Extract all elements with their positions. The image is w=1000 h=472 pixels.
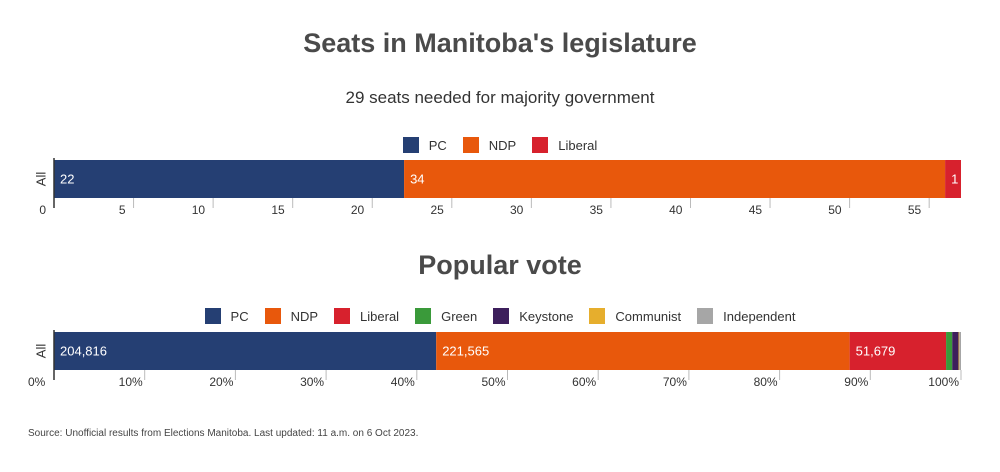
vote-legend-label: PC: [230, 308, 249, 324]
vote-legend-label: Keystone: [519, 308, 574, 324]
seats-chart-title: Seats in Manitoba's legislature: [303, 28, 697, 58]
seats-legend-item-ndp: NDP: [462, 137, 517, 153]
seats-tick-label: 15: [271, 203, 285, 217]
seats-legend: PC NDP Liberal: [0, 137, 1000, 153]
vote-bar-pc: [54, 332, 437, 370]
vote-tick-label: 30%: [300, 375, 324, 389]
vote-bar-liberal: [849, 332, 947, 370]
vote-legend-label: Liberal: [360, 308, 400, 324]
seats-tick-label: 40: [669, 203, 683, 217]
popular-vote-chart: All 204,816 221,565 51,679 0% 10% 20% 30% 40% 50%…: [28, 330, 962, 389]
vote-tick-label: 50%: [481, 375, 505, 389]
vote-legend-label: Green: [441, 308, 478, 324]
vote-category-label: All: [33, 344, 48, 359]
seats-chart: All 22 34 10 5 10 15 20 25 30 35 40 45 50 55: [33, 158, 961, 217]
vote-legend-swatch-liberal: [334, 308, 351, 324]
seats-tick-label: 55: [908, 203, 922, 217]
vote-legend-label: Independent: [723, 308, 796, 324]
vote-legend-item-green: Green: [415, 308, 477, 324]
vote-legend-swatch-pc: [204, 308, 221, 324]
vote-legend-item-keystone: Keystone: [493, 308, 573, 324]
vote-legend-item-communist: Communist: [589, 308, 681, 324]
seats-category-label: All: [33, 172, 48, 187]
seats-tick-label: 30: [510, 203, 524, 217]
seats-chart-subtitle: 29 seats needed for majority government: [345, 88, 655, 107]
popular-vote-legend: PC NDP Liberal Green Keystone Communist Indepe…: [0, 308, 1000, 324]
vote-tick-label: 80%: [754, 375, 778, 389]
vote-tick-label: 40%: [391, 375, 415, 389]
seats-tick-label: 45: [749, 203, 763, 217]
seats-legend-label: Liberal: [558, 137, 598, 153]
seats-tick-label: 0: [39, 203, 46, 217]
vote-legend-item-ndp: NDP: [264, 308, 319, 324]
seats-tick-label: 5: [119, 203, 126, 217]
vote-legend-swatch-ndp: [264, 308, 281, 324]
vote-legend-item-pc: PC: [204, 308, 249, 324]
vote-legend-swatch-independent: [697, 308, 714, 324]
seats-legend-item-liberal: Liberal: [532, 137, 597, 153]
source-note: Source: Unofficial results from Election…: [28, 428, 419, 439]
vote-tick-label: 70%: [663, 375, 687, 389]
vote-bar-communist: [958, 332, 960, 370]
vote-tick-label: 90%: [844, 375, 868, 389]
seats-tick-label: 20: [351, 203, 365, 217]
seats-legend-swatch-liberal: [532, 137, 549, 153]
seats-tick-label: 10: [192, 203, 206, 217]
seats-legend-label: NDP: [488, 137, 517, 153]
vote-bar-independent: [959, 332, 961, 370]
vote-bar-green: [946, 332, 953, 370]
vote-legend-swatch-keystone: [493, 308, 510, 324]
vote-data-label-ndp: 221,565: [442, 343, 489, 358]
vote-tick-label: 0%: [28, 375, 46, 389]
seats-tick-label: 25: [430, 203, 444, 217]
vote-legend-swatch-communist: [589, 308, 606, 324]
vote-tick-label: 20%: [209, 375, 233, 389]
seats-bar-pc: [54, 160, 405, 198]
seats-tick-label: 50: [828, 203, 842, 217]
seats-legend-swatch-ndp: [462, 137, 479, 153]
seats-data-label-liberal: 1: [951, 171, 958, 186]
vote-data-label-pc: 204,816: [60, 343, 107, 358]
seats-tick-label: 35: [590, 203, 604, 217]
vote-legend-label: NDP: [290, 308, 319, 324]
vote-tick-label: 10%: [119, 375, 143, 389]
seats-legend-label: PC: [428, 137, 447, 153]
vote-legend-swatch-green: [415, 308, 432, 324]
seats-bar-liberal: [945, 160, 961, 198]
vote-bar-keystone: [952, 332, 959, 370]
popular-vote-title: Popular vote: [418, 250, 582, 280]
vote-legend-label: Communist: [615, 308, 682, 324]
vote-tick-label: 100%: [928, 375, 959, 389]
vote-tick-label: 60%: [572, 375, 596, 389]
vote-legend-item-liberal: Liberal: [334, 308, 399, 324]
vote-data-label-liberal: 51,679: [856, 343, 896, 358]
vote-bar-ndp: [436, 332, 850, 370]
seats-legend-item-pc: PC: [402, 137, 447, 153]
seats-data-label-pc: 22: [60, 171, 74, 186]
seats-data-label-ndp: 34: [410, 171, 424, 186]
vote-legend-item-independent: Independent: [697, 308, 795, 324]
seats-bar-ndp: [404, 160, 946, 198]
seats-legend-swatch-pc: [402, 137, 419, 153]
